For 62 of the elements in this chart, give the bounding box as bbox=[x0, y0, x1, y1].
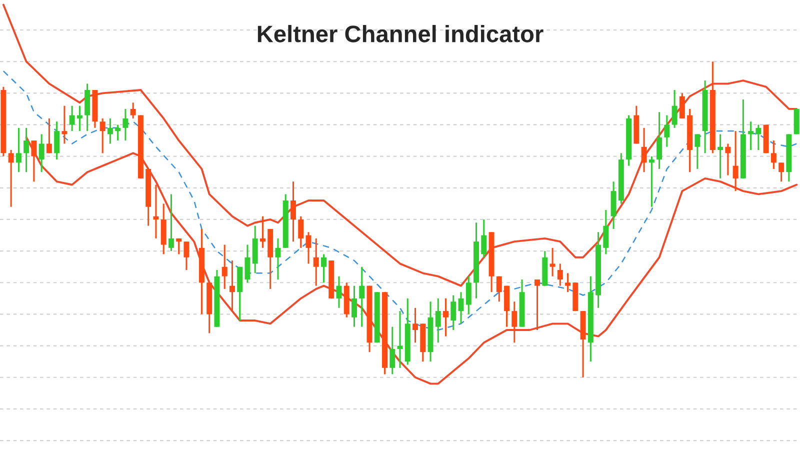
candlestick bbox=[115, 124, 121, 142]
candlestick bbox=[336, 276, 342, 309]
candlestick bbox=[184, 240, 190, 271]
candlestick bbox=[748, 120, 754, 151]
candlestick bbox=[176, 238, 182, 255]
candlestick bbox=[496, 276, 502, 302]
candlestick bbox=[672, 89, 678, 129]
candlestick bbox=[359, 266, 365, 328]
candlestick bbox=[107, 118, 113, 144]
candlestick bbox=[38, 133, 44, 173]
candlestick bbox=[390, 326, 396, 375]
candlestick bbox=[122, 108, 128, 142]
candlestick bbox=[46, 118, 52, 154]
candlestick bbox=[725, 142, 731, 176]
candlestick bbox=[31, 140, 37, 182]
candlestick bbox=[534, 278, 540, 331]
candlestick bbox=[756, 124, 762, 151]
candlestick bbox=[557, 262, 563, 287]
candlestick bbox=[260, 216, 266, 249]
candlestick bbox=[130, 102, 136, 120]
candlestick bbox=[24, 127, 30, 173]
candlestick bbox=[69, 105, 75, 132]
candlestick bbox=[648, 156, 654, 208]
candlestick bbox=[778, 162, 784, 182]
candlestick bbox=[679, 92, 685, 120]
candlestick bbox=[718, 133, 724, 180]
candlestick bbox=[641, 127, 647, 173]
candlestick bbox=[458, 291, 464, 324]
candlestick bbox=[664, 114, 670, 148]
candlestick bbox=[412, 307, 418, 344]
candlestick bbox=[443, 298, 449, 338]
candlestick bbox=[770, 140, 776, 170]
candlestick bbox=[732, 130, 738, 192]
candlestick bbox=[351, 285, 357, 328]
candlestick bbox=[306, 231, 312, 264]
chart-title: Keltner Channel indicator bbox=[258, 24, 544, 42]
candlestick bbox=[313, 238, 319, 287]
candlestick bbox=[275, 238, 281, 280]
candlestick bbox=[290, 180, 296, 242]
candlestick bbox=[603, 209, 609, 255]
candlestick bbox=[435, 298, 441, 344]
candlestick bbox=[153, 184, 159, 240]
candlestick bbox=[100, 118, 106, 154]
candlestick bbox=[565, 272, 571, 293]
candlestick bbox=[54, 120, 60, 160]
candlestick bbox=[450, 294, 456, 331]
candlestick bbox=[466, 276, 472, 315]
candlestick bbox=[229, 260, 235, 312]
candlestick bbox=[8, 149, 14, 208]
candlestick bbox=[62, 105, 68, 144]
candlestick bbox=[320, 253, 326, 284]
candlestick bbox=[222, 244, 228, 290]
candlestick bbox=[298, 216, 304, 249]
candlestick bbox=[168, 193, 174, 252]
candlestick bbox=[512, 300, 518, 344]
candlestick bbox=[481, 218, 487, 258]
candlestick bbox=[244, 244, 250, 284]
candlestick bbox=[550, 247, 556, 278]
candlestick bbox=[694, 133, 700, 170]
candlestick bbox=[76, 105, 82, 132]
candlestick bbox=[656, 111, 662, 170]
candlestick bbox=[16, 127, 22, 173]
